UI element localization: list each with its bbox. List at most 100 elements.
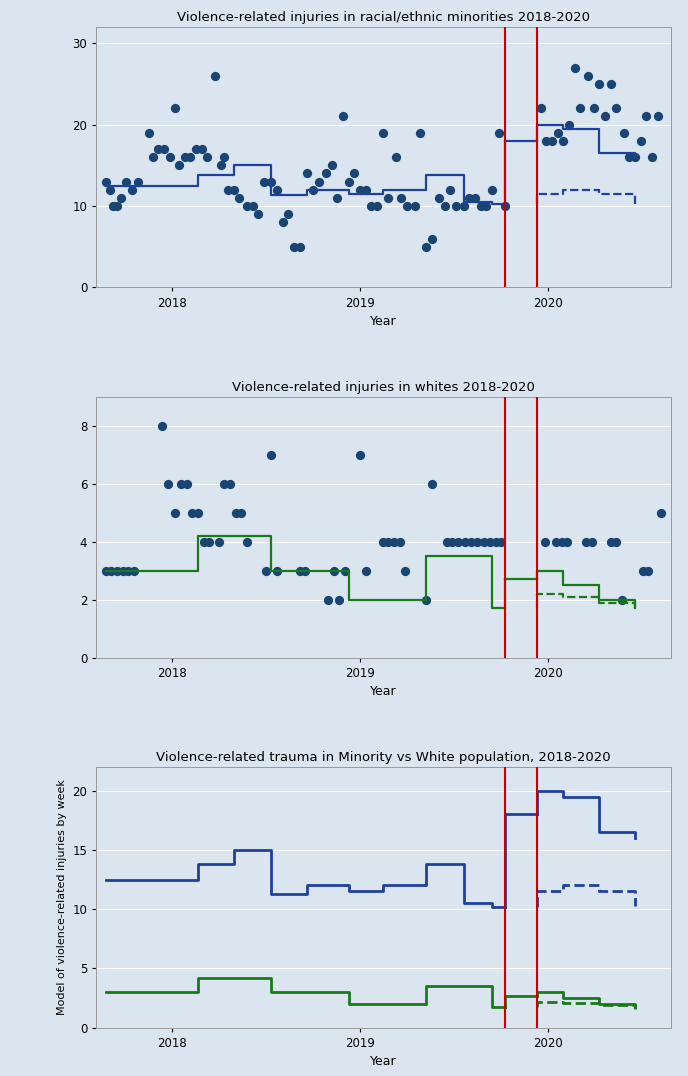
Point: [162, 476, 173, 493]
Y-axis label: Model of violence-related injuries by week: Model of violence-related injuries by we…: [57, 779, 67, 1016]
Point: [586, 533, 597, 550]
Point: [439, 198, 450, 215]
Point: [541, 132, 552, 150]
Point: [219, 476, 230, 493]
Point: [390, 148, 401, 166]
Point: [326, 157, 337, 174]
Point: [409, 198, 420, 215]
Point: [366, 198, 377, 215]
Point: [332, 189, 343, 207]
Point: [294, 562, 305, 579]
Point: [460, 533, 471, 550]
Point: [121, 173, 132, 190]
Point: [187, 505, 198, 522]
Point: [144, 124, 155, 141]
Point: [561, 533, 572, 550]
Point: [272, 562, 283, 579]
Point: [433, 189, 444, 207]
Point: [630, 148, 641, 166]
Point: [426, 230, 437, 247]
Point: [451, 198, 462, 215]
X-axis label: Year: Year: [370, 1056, 397, 1068]
Title: Violence-related injuries in racial/ethnic minorities 2018-2020: Violence-related injuries in racial/ethn…: [177, 12, 590, 25]
Point: [643, 562, 654, 579]
Point: [611, 533, 622, 550]
Point: [389, 533, 400, 550]
Point: [204, 533, 215, 550]
Point: [647, 148, 658, 166]
Point: [153, 141, 164, 158]
Point: [272, 181, 283, 198]
Point: [619, 124, 630, 141]
Point: [447, 533, 458, 550]
Point: [539, 533, 550, 550]
Point: [360, 181, 371, 198]
Point: [104, 181, 115, 198]
Point: [241, 533, 252, 550]
Point: [215, 157, 226, 174]
Point: [108, 198, 119, 215]
Point: [170, 505, 181, 522]
Point: [123, 562, 134, 579]
Point: [213, 533, 224, 550]
Point: [106, 562, 117, 579]
Title: Violence-related trauma in Minority vs White population, 2018-2020: Violence-related trauma in Minority vs W…: [156, 751, 611, 764]
Point: [202, 148, 213, 166]
Point: [594, 75, 605, 93]
Point: [338, 108, 349, 125]
Point: [469, 189, 480, 207]
Point: [499, 198, 510, 215]
Point: [354, 181, 365, 198]
Point: [252, 206, 264, 223]
Point: [569, 59, 580, 76]
Point: [558, 132, 569, 150]
Point: [328, 562, 339, 579]
Point: [323, 591, 334, 608]
Point: [547, 132, 558, 150]
Point: [129, 562, 140, 579]
Point: [230, 505, 241, 522]
Point: [196, 141, 207, 158]
Point: [159, 141, 170, 158]
Point: [277, 214, 288, 231]
Point: [300, 562, 311, 579]
Point: [111, 562, 122, 579]
Point: [605, 533, 616, 550]
Point: [209, 67, 220, 84]
Point: [377, 124, 388, 141]
Point: [471, 533, 482, 550]
Point: [185, 148, 196, 166]
Point: [494, 124, 505, 141]
Point: [383, 189, 394, 207]
Point: [464, 189, 475, 207]
Point: [599, 108, 610, 125]
Point: [117, 562, 128, 579]
Point: [181, 476, 192, 493]
Point: [180, 148, 191, 166]
Point: [563, 116, 574, 133]
Point: [247, 198, 258, 215]
Point: [360, 562, 371, 579]
Point: [445, 181, 456, 198]
Point: [581, 533, 592, 550]
Point: [175, 476, 186, 493]
Point: [552, 124, 563, 141]
Point: [100, 562, 111, 579]
Point: [339, 562, 350, 579]
Point: [223, 181, 234, 198]
Point: [637, 562, 648, 579]
Point: [394, 533, 405, 550]
Point: [111, 198, 122, 215]
X-axis label: Year: Year: [370, 315, 397, 328]
Point: [224, 476, 235, 493]
Point: [624, 148, 635, 166]
Point: [441, 533, 452, 550]
Point: [415, 124, 426, 141]
Point: [334, 591, 345, 608]
Point: [535, 100, 546, 117]
Point: [635, 132, 646, 150]
Point: [354, 447, 365, 464]
Point: [426, 476, 437, 493]
Point: [458, 198, 469, 215]
Point: [652, 108, 663, 125]
